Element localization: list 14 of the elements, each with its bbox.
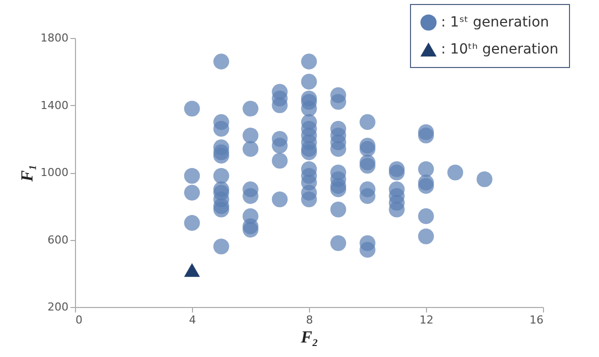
legend-label: : 10ᵗʰ generation (441, 42, 558, 58)
y-tick-label: 600 (48, 233, 68, 246)
x-tick-label: 12 (420, 314, 434, 326)
x-tick-label: 4 (189, 314, 196, 326)
legend-label: : 1ˢᵗ generation (441, 14, 550, 30)
y-tick-label: 1000 (40, 166, 68, 179)
x-tick-label: 8 (306, 314, 313, 326)
x-tick-label: 16 (530, 314, 544, 326)
x-axis-title: F₂ (300, 328, 318, 346)
y-tick-label: 1400 (40, 98, 68, 112)
x-tick-label: 0 (76, 314, 82, 326)
y-tick-label: 200 (48, 300, 68, 314)
y-axis-title: F₁ (18, 164, 37, 183)
y-tick-label: 1800 (40, 32, 68, 44)
